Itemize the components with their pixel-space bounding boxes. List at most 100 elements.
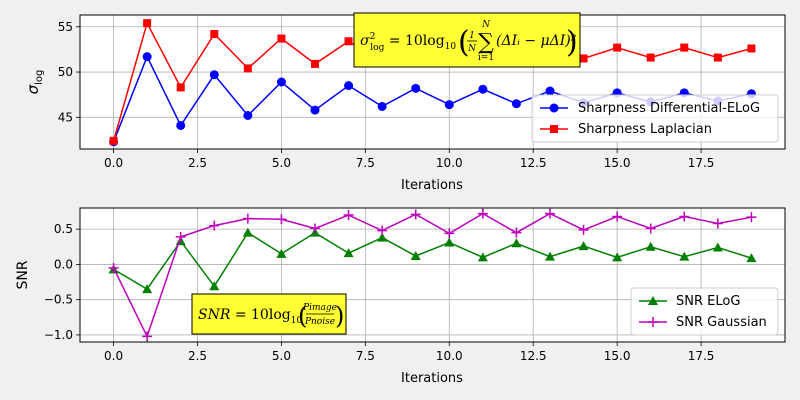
legend-marker-snr-gaussian <box>648 317 658 327</box>
legend-box-top <box>531 94 779 143</box>
data-point-bottom-1 <box>511 227 522 238</box>
data-point-top-0 <box>511 99 521 109</box>
data-point-top-0 <box>243 111 253 120</box>
x-tick-label-top: 5.0 <box>272 156 291 170</box>
legend-label-snr-gaussian: SNR Gaussian <box>676 315 767 330</box>
legend-top: Sharpness Differential-ELoG Sharpness La… <box>531 94 779 143</box>
data-point-top-0 <box>142 52 152 62</box>
data-point-bottom-0 <box>410 250 421 260</box>
data-point-top-1 <box>277 34 286 43</box>
annotation-base-bottom: 10 <box>291 316 303 326</box>
legend-marker-laplacian <box>550 125 558 133</box>
x-tick-label-top: 0.0 <box>104 156 123 170</box>
y-tick-label-bottom: −0.5 <box>44 293 73 307</box>
y-tick-label-bottom: 0.5 <box>54 222 73 236</box>
ticks-top: 0.0 2.5 5.0 7.5 10.0 12.5 15.0 17.5 45 50 55 <box>58 20 715 170</box>
y-tick-label-bottom: −1.0 <box>44 328 73 342</box>
x-tick-label-bottom: 10.0 <box>436 349 463 363</box>
chart-bottom: 0.0 2.5 5.0 7.5 10.0 12.5 15.0 17.5 −1.0 −0.5 0.0 0… <box>15 207 786 386</box>
annotation-base-top: 10 <box>445 42 457 52</box>
series-line-bottom-0 <box>113 231 752 291</box>
annotation-den-bottom: Pnoise <box>304 317 335 327</box>
x-tick-label-top: 10.0 <box>436 156 463 170</box>
data-point-bottom-1 <box>746 212 757 223</box>
data-point-top-0 <box>209 70 219 80</box>
data-point-bottom-1 <box>612 211 623 222</box>
annotation-snr-formula: SNR = 10log10 ( Pimage Pnoise ) <box>191 293 347 335</box>
data-point-bottom-0 <box>142 284 153 294</box>
data-point-top-1 <box>109 136 118 145</box>
y-axis-label-top-sigma: σ <box>24 84 42 94</box>
legend-box-bottom <box>630 287 779 336</box>
x-tick-label-top: 7.5 <box>356 156 375 170</box>
legend-bottom: SNR ELoG SNR Gaussian <box>630 287 779 336</box>
data-point-bottom-1 <box>545 208 555 219</box>
data-point-bottom-1 <box>209 220 220 231</box>
y-tick-label-top: 45 <box>58 110 73 124</box>
data-point-bottom-0 <box>377 232 388 242</box>
legend-marker-snr-elog <box>648 296 658 305</box>
data-point-bottom-0 <box>679 251 690 261</box>
data-point-top-0 <box>377 101 387 111</box>
data-point-bottom-1 <box>142 331 153 342</box>
data-point-top-1 <box>579 54 588 63</box>
data-point-top-0 <box>478 84 488 94</box>
data-point-top-1 <box>713 53 722 62</box>
x-tick-label-bottom: 2.5 <box>188 349 207 363</box>
x-tick-label-top: 12.5 <box>520 156 547 170</box>
data-point-bottom-1 <box>410 209 421 220</box>
y-tick-label-bottom: 0.0 <box>54 257 73 271</box>
x-axis-label-bottom: Iterations <box>401 371 463 386</box>
x-tick-label-top: 17.5 <box>688 156 715 170</box>
annotation-lhs-bottom: SNR = 10log10 <box>198 307 302 326</box>
y-axis-label-top-sub: log <box>34 70 45 85</box>
x-tick-label-bottom: 7.5 <box>356 349 375 363</box>
y-axis-label-bottom: SNR <box>15 260 31 289</box>
data-point-bottom-0 <box>343 248 354 258</box>
annotation-lhs-top: σ2 log = 10log10 <box>360 32 456 53</box>
data-point-bottom-1 <box>477 208 488 219</box>
annotation-num-bottom: Pimage <box>302 303 337 313</box>
data-point-bottom-1 <box>175 231 186 242</box>
data-point-bottom-0 <box>444 237 455 247</box>
data-point-bottom-0 <box>209 281 220 291</box>
data-point-bottom-0 <box>612 252 623 262</box>
data-point-top-0 <box>545 86 555 96</box>
data-point-top-1 <box>680 43 689 52</box>
y-axis-label-top: σlog <box>24 70 45 95</box>
data-point-top-1 <box>176 83 185 92</box>
data-point-bottom-1 <box>679 211 690 222</box>
chart-top: 0.0 2.5 5.0 7.5 10.0 12.5 15.0 17.5 45 50 55 Itera… <box>24 12 786 193</box>
data-point-bottom-0 <box>545 251 555 261</box>
data-point-top-0 <box>411 83 421 93</box>
x-tick-label-top: 15.0 <box>604 156 631 170</box>
data-point-top-1 <box>646 53 655 62</box>
data-point-bottom-1 <box>108 262 119 273</box>
data-point-top-0 <box>176 120 186 130</box>
x-tick-label-bottom: 17.5 <box>688 349 715 363</box>
data-point-bottom-1 <box>645 223 656 234</box>
annotation-paren-right-top: ) <box>566 25 578 60</box>
annotation-body-top: (ΔIᵢ − μΔI)² <box>496 33 577 49</box>
annotation-paren-left-bottom: ( <box>298 302 307 330</box>
data-point-bottom-0 <box>712 242 723 252</box>
data-point-bottom-1 <box>343 210 354 221</box>
annotation-box-top <box>353 12 581 68</box>
series-bottom <box>108 208 757 342</box>
annotation-sum-sign: ∑ <box>478 30 494 55</box>
series-line-bottom-1 <box>112 212 752 339</box>
data-point-top-0 <box>344 81 354 91</box>
x-tick-label-bottom: 12.5 <box>520 349 547 363</box>
legend-marker-elog <box>549 103 559 113</box>
data-point-top-1 <box>344 37 353 46</box>
data-point-top-1 <box>143 19 152 28</box>
data-point-bottom-0 <box>645 241 656 251</box>
y-tick-label-top: 50 <box>58 65 73 79</box>
data-point-bottom-1 <box>377 225 388 236</box>
y-tick-label-top: 55 <box>58 20 73 34</box>
plot-frame-bottom <box>79 207 786 343</box>
legend-label-laplacian: Sharpness Laplacian <box>578 122 712 137</box>
data-point-bottom-1 <box>242 213 253 224</box>
data-point-bottom-0 <box>511 238 522 248</box>
